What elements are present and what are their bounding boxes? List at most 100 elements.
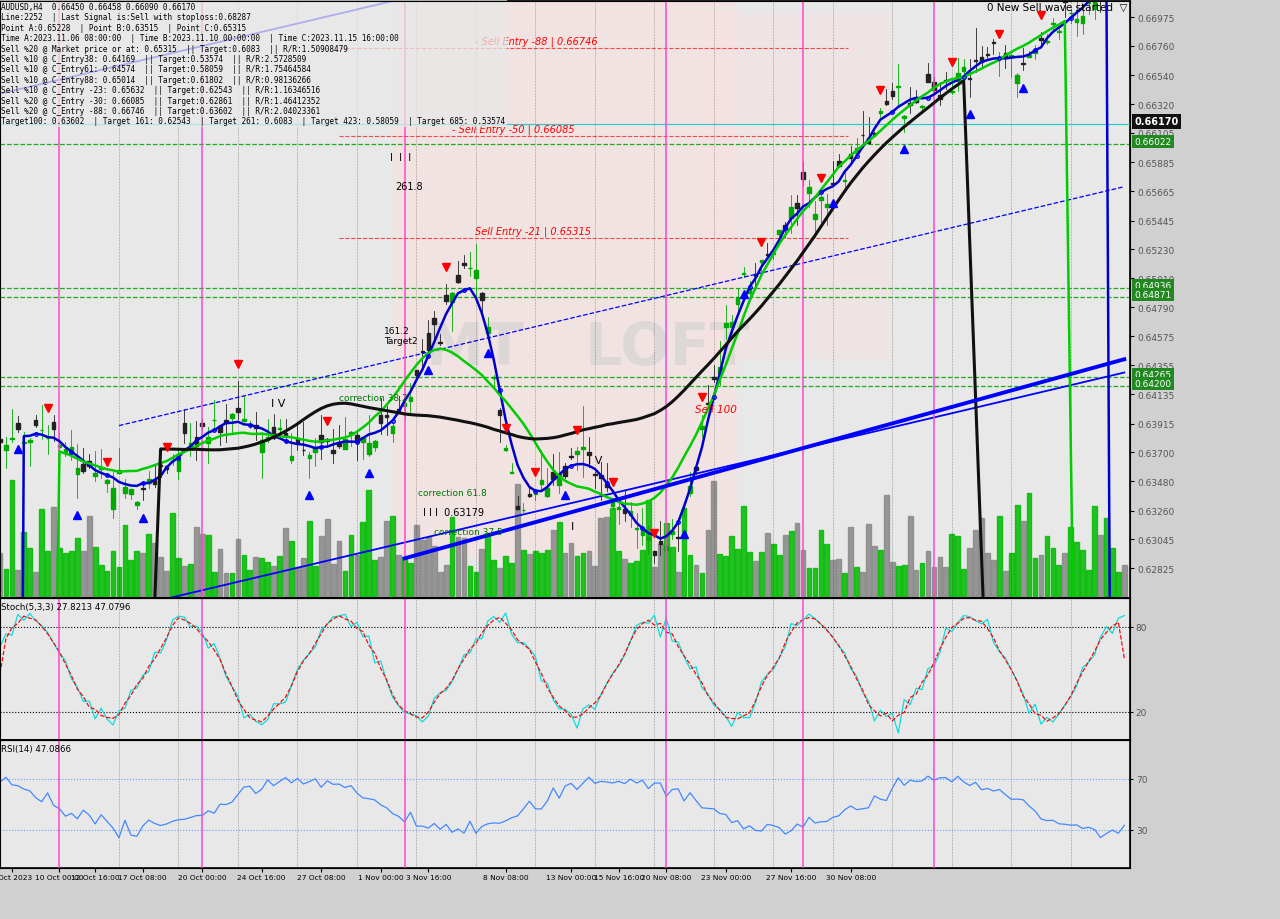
Bar — [177, 459, 180, 471]
Bar — [283, 528, 288, 596]
Bar — [902, 117, 906, 119]
Bar — [557, 522, 562, 596]
Bar — [1015, 76, 1019, 85]
Bar — [63, 553, 68, 596]
Bar — [979, 58, 983, 62]
Bar — [349, 433, 353, 435]
Bar — [134, 551, 140, 596]
Bar — [134, 502, 138, 505]
Bar — [806, 568, 812, 596]
Bar — [717, 555, 722, 596]
Bar — [1098, 535, 1103, 596]
Bar — [99, 565, 104, 596]
Bar — [51, 423, 55, 429]
Bar — [712, 378, 716, 380]
Bar — [236, 539, 241, 596]
Bar — [682, 508, 686, 596]
Bar — [1044, 537, 1050, 596]
Text: I V: I V — [588, 455, 602, 465]
Bar — [872, 547, 877, 596]
Bar — [188, 564, 193, 596]
Bar — [1069, 528, 1073, 596]
Bar — [58, 549, 61, 596]
Bar — [694, 468, 698, 471]
Bar — [206, 536, 211, 596]
Bar — [438, 573, 443, 596]
Bar — [1075, 20, 1079, 23]
Bar — [9, 481, 14, 596]
Bar — [628, 511, 632, 516]
Bar — [605, 485, 608, 488]
Bar — [278, 428, 282, 430]
Bar — [1087, 0, 1091, 4]
Bar — [1028, 56, 1030, 58]
Bar — [10, 438, 14, 439]
Bar — [462, 539, 466, 596]
Bar — [884, 495, 888, 596]
Bar — [955, 537, 960, 596]
Bar — [1038, 556, 1043, 596]
Bar — [4, 446, 8, 450]
Bar — [467, 566, 472, 596]
Bar — [87, 461, 91, 466]
Bar — [64, 449, 68, 452]
Text: correction 37.5: correction 37.5 — [434, 528, 503, 537]
Bar — [379, 558, 383, 596]
Bar — [540, 481, 543, 484]
Bar — [314, 448, 317, 452]
Bar — [1039, 39, 1043, 40]
Bar — [253, 425, 257, 429]
Bar — [669, 548, 675, 596]
Text: Sell Entry -21 | 0.65315: Sell Entry -21 | 0.65315 — [475, 227, 590, 237]
Bar — [854, 567, 859, 596]
Bar — [712, 482, 717, 596]
Bar — [950, 91, 954, 93]
Bar — [914, 571, 919, 596]
Bar — [813, 569, 818, 596]
Bar — [622, 560, 627, 596]
Bar — [211, 573, 216, 596]
Text: 0.66170: 0.66170 — [1134, 117, 1179, 127]
Bar — [152, 543, 157, 596]
Bar — [593, 567, 598, 596]
Bar — [1051, 548, 1055, 596]
Bar — [201, 424, 204, 426]
Bar — [307, 521, 312, 596]
Bar — [586, 550, 591, 596]
Bar — [867, 139, 870, 143]
Bar — [617, 507, 621, 509]
Bar — [575, 451, 579, 455]
Bar — [312, 567, 317, 596]
Bar — [1009, 554, 1014, 596]
Bar — [890, 562, 895, 596]
Text: Sell 100: Sell 100 — [695, 405, 737, 414]
Bar — [439, 342, 442, 344]
Bar — [385, 415, 388, 417]
Bar — [628, 563, 632, 596]
Text: MT   LOFT: MT LOFT — [426, 320, 750, 377]
Bar — [961, 67, 965, 72]
Bar — [0, 553, 3, 596]
Bar — [200, 535, 205, 596]
Text: 0.64936: 0.64936 — [1134, 282, 1171, 290]
Bar — [1027, 494, 1032, 596]
Bar — [873, 133, 877, 135]
Bar — [849, 155, 852, 158]
Bar — [444, 565, 448, 596]
Bar — [914, 100, 918, 102]
Bar — [431, 546, 436, 596]
Bar — [1080, 17, 1084, 24]
Bar — [372, 561, 378, 596]
Bar — [795, 524, 800, 596]
Bar — [159, 557, 163, 596]
Bar — [355, 436, 358, 442]
Bar — [164, 572, 169, 596]
Bar — [451, 294, 454, 302]
Bar — [230, 414, 234, 418]
Bar — [860, 573, 865, 596]
Bar — [694, 566, 699, 596]
Bar — [552, 473, 556, 480]
Bar — [296, 567, 300, 596]
Bar — [449, 517, 454, 596]
Bar — [599, 475, 603, 478]
